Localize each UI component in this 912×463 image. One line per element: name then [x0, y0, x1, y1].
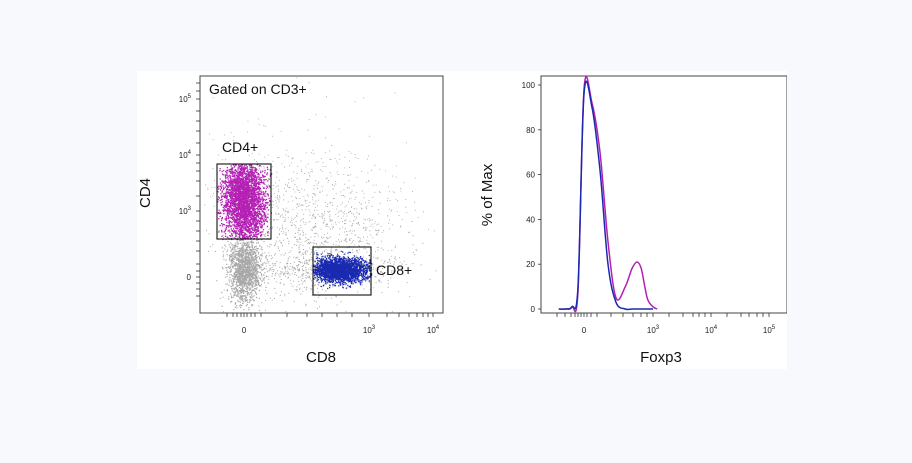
- histogram-line-cd4-plus: [558, 75, 658, 313]
- histogram-frame: [540, 75, 787, 314]
- histogram-x-tick-label: 103: [647, 325, 660, 335]
- dot-plot-y-tick-label: 103: [179, 206, 192, 216]
- figure-panel: Gated on CD3+ CD4+ CD8+ 0 103 104 0 103 104 10…: [137, 71, 787, 369]
- scatter-points: [204, 77, 437, 313]
- gate-cd4-plus: [216, 163, 272, 240]
- histogram-y-ticks: 0 20 40 60 80 100: [522, 81, 541, 314]
- dot-plot-y-tick-label: 105: [179, 94, 192, 104]
- gates: CD4+ CD8+: [216, 139, 412, 296]
- histogram-y-tick-label: 80: [526, 126, 535, 135]
- histogram-y-tick-label: 100: [522, 81, 536, 90]
- dot-plot-frame: [199, 75, 444, 314]
- histogram-series: [558, 75, 658, 313]
- dot-plot-y-label: CD4: [137, 178, 154, 208]
- histogram-y-tick-label: 20: [526, 260, 535, 269]
- dot-plot-x-label: CD8: [306, 349, 336, 366]
- histogram-panel: 0 103 104 105 0 20 40 60 80 100 Foxp3 % of Max: [479, 75, 787, 366]
- histogram-y-tick-label: 60: [526, 171, 535, 180]
- cd8-population: [313, 250, 373, 290]
- gate-label: CD4+: [222, 139, 258, 155]
- dot-plot-x-tick-label: 0: [242, 326, 247, 335]
- dot-plot-y-ticks: 0 103 104 105: [179, 82, 200, 297]
- dot-plot-y-tick-label: 0: [187, 273, 192, 282]
- flow-cytometry-figure: Gated on CD3+ CD4+ CD8+ 0 103 104 0 103 104 10…: [137, 75, 787, 366]
- dot-plot-y-tick-label: 104: [179, 150, 192, 160]
- histogram-x-tick-label: 0: [582, 326, 587, 335]
- histogram-x-tick-label: 105: [763, 325, 776, 335]
- histogram-x-label: Foxp3: [640, 349, 682, 366]
- dot-plot-x-tick-label: 104: [427, 325, 440, 335]
- histogram-y-tick-label: 0: [531, 305, 536, 314]
- dot-plot-x-tick-label: 103: [363, 325, 376, 335]
- gate-label: CD8+: [376, 262, 412, 278]
- histogram-x-ticks: 0 103 104 105: [556, 313, 776, 335]
- histogram-y-label: % of Max: [479, 163, 496, 226]
- dot-plot-x-ticks: 0 103 104: [226, 313, 440, 335]
- histogram-x-tick-label: 104: [705, 325, 718, 335]
- dot-plot-panel: Gated on CD3+ CD4+ CD8+ 0 103 104 0 103 104 10…: [137, 75, 444, 366]
- histogram-y-tick-label: 40: [526, 215, 535, 224]
- dot-plot-title: Gated on CD3+: [209, 81, 307, 97]
- gate-cd8-plus: [312, 246, 372, 296]
- histogram-line-cd8-plus: [558, 80, 653, 311]
- cd4-population: [217, 164, 273, 241]
